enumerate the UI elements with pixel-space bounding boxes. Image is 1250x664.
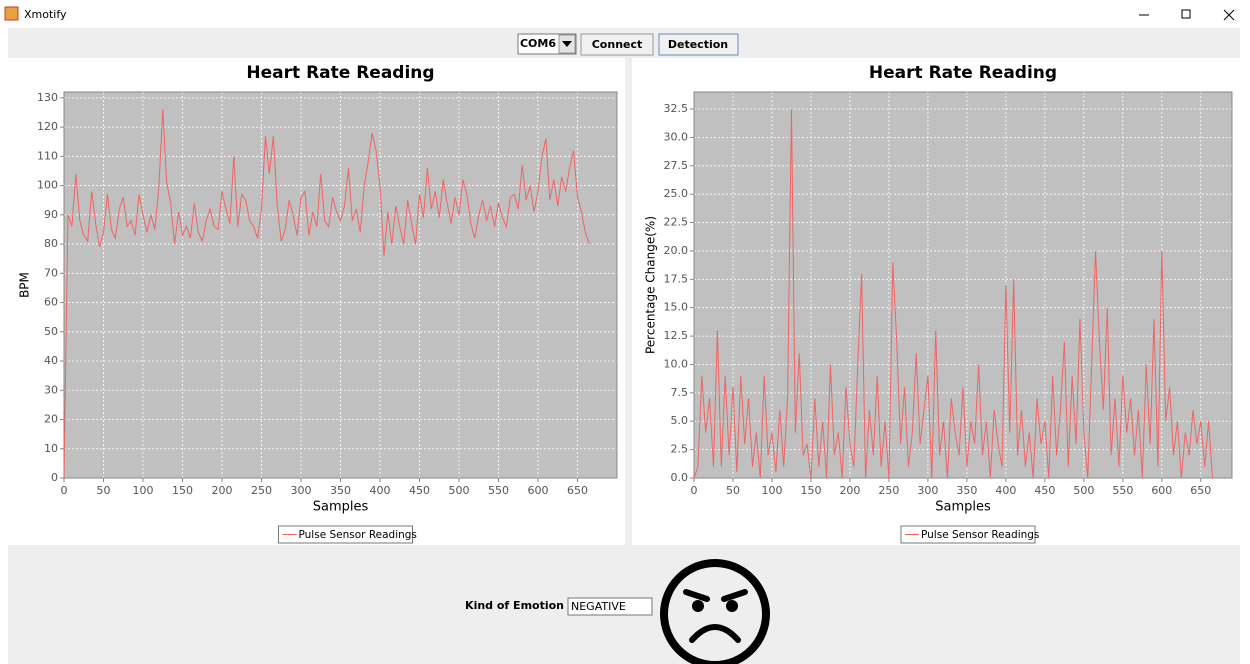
close-button[interactable] [1223,9,1235,21]
x-tick-label: 300 [291,484,312,497]
y-tick-label: 17.5 [664,272,689,285]
y-tick-label: 80 [44,237,58,250]
y-tick-label: 22.5 [664,216,689,229]
y-tick-label: 50 [44,325,58,338]
x-tick-label: 600 [528,484,549,497]
y-tick-label: 100 [37,179,58,192]
legend-label: Pulse Sensor Readings [299,529,417,541]
x-tick-label: 100 [133,484,154,497]
x-axis-label: Samples [935,500,991,515]
emotion-value: NEGATIVE [571,600,626,613]
title-bar [0,0,1250,28]
button[interactable] [658,33,739,56]
y-tick-label: 0.0 [671,471,689,484]
y-tick-label: 10.0 [664,357,689,370]
x-tick-label: 250 [878,484,899,497]
y-tick-label: 20 [44,413,58,426]
x-tick-label: 350 [330,484,351,497]
legend-box [900,525,1036,544]
x-tick-label: 400 [370,484,391,497]
panel-divider [625,58,632,545]
eye [726,600,738,612]
x-axis-label: Samples [313,500,369,515]
x-tick-label: 550 [488,484,509,497]
plot-area [694,92,1232,478]
port-combo[interactable]: COM6 [517,33,577,55]
x-tick-label: 300 [917,484,938,497]
data-line [63,109,590,479]
x-tick-label: 500 [1073,484,1094,497]
y-tick-label: 120 [37,120,58,133]
y-axis-label: BPM [18,272,32,298]
y-tick-label: 110 [37,149,58,162]
y-tick-label: 0 [51,471,58,484]
y-tick-label: 15.0 [664,301,689,314]
chart-title: Heart Rate Reading [869,63,1057,83]
emotion-label: Kind of Emotion [465,599,564,612]
x-tick-label: 150 [800,484,821,497]
y-tick-label: 10 [44,442,58,455]
data-line [693,109,1214,479]
face-outline [660,559,770,664]
x-tick-label: 200 [212,484,233,497]
border [0,28,8,664]
y-tick-label: 70 [44,266,58,279]
emotion-field [567,597,653,616]
y-tick-label: 32.5 [664,102,689,115]
plot-border [63,91,618,479]
x-tick-label: 350 [956,484,977,497]
x-tick-label: 450 [1034,484,1055,497]
x-tick-label: 0 [691,484,698,497]
legend: Pulse Sensor Readings [278,525,417,544]
mouth [689,624,741,643]
combo-text[interactable]: COM6 [520,37,556,50]
y-axis-label: Percentage Change(%) [644,216,658,354]
legend-box [278,525,413,544]
x-tick-label: 200 [839,484,860,497]
x-tick-label: 600 [1151,484,1172,497]
x-tick-label: 500 [449,484,470,497]
y-tick-label: 7.5 [671,386,689,399]
button-label[interactable]: Connect [592,38,643,51]
sad-face [660,559,770,664]
y-tick-label: 30.0 [664,130,689,143]
button[interactable] [580,33,654,56]
x-tick-label: 550 [1112,484,1133,497]
x-tick-label: 450 [409,484,430,497]
window-title: Xmotify [24,8,67,21]
restore-button[interactable] [1181,9,1191,19]
y-tick-label: 60 [44,296,58,309]
x-tick-label: 650 [1190,484,1211,497]
y-tick-label: 30 [44,383,58,396]
legend-label: Pulse Sensor Readings [921,529,1039,541]
app-icon [4,6,19,21]
combo-arrow[interactable] [562,41,572,47]
y-tick-label: 25.0 [664,187,689,200]
button-label[interactable]: Detection [668,38,728,51]
y-tick-label: 5.0 [671,414,689,427]
eyebrows [683,589,748,602]
x-tick-label: 50 [726,484,740,497]
x-tick-label: 50 [97,484,111,497]
x-tick-label: 100 [761,484,782,497]
y-tick-label: 12.5 [664,329,689,342]
x-tick-label: 0 [61,484,68,497]
eye [692,600,704,612]
x-tick-label: 400 [995,484,1016,497]
chart-title: Heart Rate Reading [246,63,434,83]
x-tick-label: 150 [172,484,193,497]
y-tick-label: 20.0 [664,244,689,257]
y-tick-label: 90 [44,208,58,221]
y-tick-label: 130 [37,91,58,104]
x-tick-label: 650 [567,484,588,497]
legend: Pulse Sensor Readings [900,525,1039,544]
y-tick-label: 27.5 [664,159,689,172]
y-tick-label: 40 [44,354,58,367]
plot-border [693,91,1233,479]
y-tick-label: 2.5 [671,443,689,456]
x-tick-label: 250 [251,484,272,497]
